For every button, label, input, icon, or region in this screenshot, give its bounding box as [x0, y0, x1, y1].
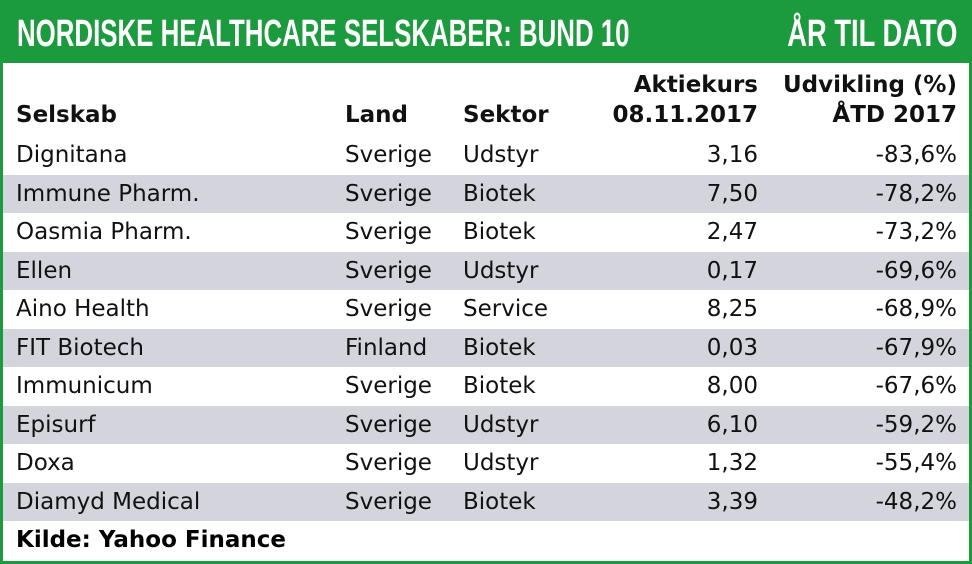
table-cell: 8,00	[706, 373, 758, 399]
table-cell: 0,03	[706, 334, 758, 361]
column-header: Land	[345, 102, 409, 128]
table-cell: -67,9%	[875, 334, 957, 361]
table-cell: Dignitana	[16, 142, 128, 168]
table-cell: Sverige	[345, 180, 432, 207]
table-cell: Episurf	[16, 411, 96, 438]
subtitle: ÅR TIL DATO	[786, 13, 957, 55]
table-cell: -69,6%	[875, 257, 957, 284]
column-header: Aktiekurs	[633, 72, 758, 98]
table-cell: -48,2%	[875, 488, 957, 515]
table-cell: 6,10	[706, 411, 758, 438]
table-cell: Finland	[345, 334, 428, 361]
table-cell: 2,47	[706, 219, 758, 245]
title: NORDISKE HEALTHCARE SELSKABER: BUND 10	[17, 13, 630, 55]
table-cell: Udstyr	[463, 142, 539, 168]
table-cell: Sverige	[345, 257, 432, 284]
table-row: Doxa Sverige Udstyr 1,32 -55,4%	[3, 444, 969, 483]
table-cell: Sverige	[345, 219, 432, 245]
column-header: ÅTD 2017	[832, 102, 957, 128]
table-cell: Biotek	[463, 219, 536, 245]
table-cell: -83,6%	[875, 142, 957, 168]
table-cell: 3,39	[706, 488, 758, 515]
table-cell: Ellen	[16, 257, 73, 284]
column-header: Sektor	[463, 102, 549, 128]
table-row: Immunicum Sverige Biotek 8,00 -67,6%	[3, 367, 969, 406]
table-row: Dignitana Sverige Udstyr 3,16 -83,6%	[3, 136, 969, 175]
table-cell: Biotek	[463, 180, 536, 207]
table-cell: 7,50	[706, 180, 758, 207]
table-cell: Biotek	[463, 334, 536, 361]
table-cell: -68,9%	[875, 296, 957, 322]
table-cell: Sverige	[345, 373, 432, 399]
title-bar: NORDISKE HEALTHCARE SELSKABER: BUND 10 Å…	[3, 3, 969, 63]
table-cell: Immunicum	[16, 373, 153, 399]
table-cell: Sverige	[345, 142, 432, 168]
table-row: FIT Biotech Finland Biotek 0,03 -67,9%	[3, 328, 969, 367]
table-row: Aino Health Sverige Service 8,25 -68,9%	[3, 290, 969, 329]
table-row: Diamyd Medical Sverige Biotek 3,39 -48,2%	[3, 482, 969, 521]
table-cell: Oasmia Pharm.	[16, 219, 192, 245]
table-row: Ellen Sverige Udstyr 0,17 -69,6%	[3, 251, 969, 290]
column-header: Udvikling (%)	[783, 72, 957, 98]
table-cell: 1,32	[706, 450, 758, 476]
table-cell: Udstyr	[463, 450, 539, 476]
table-cell: -67,6%	[875, 373, 957, 399]
column-header: Selskab	[16, 102, 118, 128]
table-cell: Aino Health	[16, 296, 150, 322]
table-row: Episurf Sverige Udstyr 6,10 -59,2%	[3, 405, 969, 444]
table-cell: Sverige	[345, 296, 432, 322]
table-cell: -55,4%	[875, 450, 957, 476]
table-cell: Udstyr	[463, 257, 539, 284]
table-cell: Udstyr	[463, 411, 539, 438]
table-cell: Service	[463, 296, 549, 322]
table-cell: Diamyd Medical	[16, 488, 201, 515]
table-cell: Sverige	[345, 488, 432, 515]
table-cell: Doxa	[16, 450, 75, 476]
table-row: Immune Pharm. Sverige Biotek 7,50 -78,2%	[3, 174, 969, 213]
column-header: 08.11.2017	[612, 102, 758, 128]
table-cell: Sverige	[345, 411, 432, 438]
table-cell: 3,16	[706, 142, 758, 168]
table-cell: Biotek	[463, 488, 536, 515]
table-cell: Biotek	[463, 373, 536, 399]
table-cell: -59,2%	[875, 411, 957, 438]
table-cell: -73,2%	[875, 219, 957, 245]
table-row: Oasmia Pharm. Sverige Biotek 2,47 -73,2%	[3, 213, 969, 252]
table-cell: Sverige	[345, 450, 432, 476]
source: Kilde: Yahoo Finance	[16, 527, 287, 553]
table-cell: 0,17	[706, 257, 758, 284]
table-cell: FIT Biotech	[16, 334, 145, 361]
table-cell: Immune Pharm.	[16, 180, 200, 207]
table-cell: -78,2%	[875, 180, 957, 207]
table-cell: 8,25	[706, 296, 758, 322]
